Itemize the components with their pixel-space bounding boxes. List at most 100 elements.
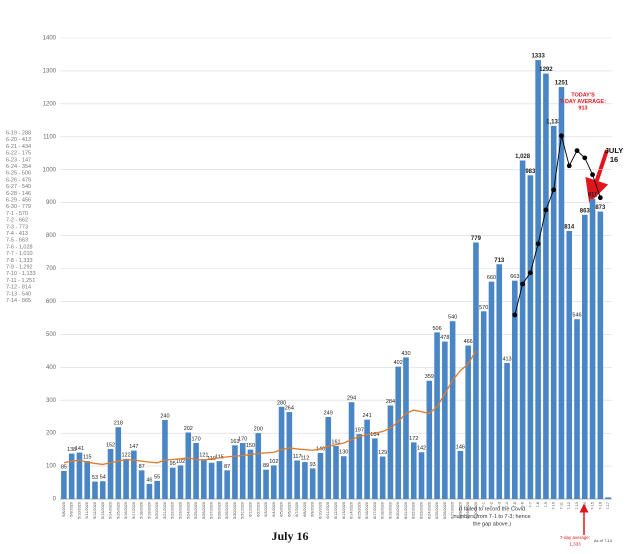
side-list-item: 7-6 - 1,028 [6,244,33,250]
x-tick-label: 5/18/2020 [140,502,144,519]
x-tick-label: 5/30/2020 [233,502,237,519]
data-label: 102 [176,459,185,465]
side-list-item: 7-4 - 413 [6,231,28,237]
side-list-item: 6-19 - 288 [6,130,31,136]
bar [597,211,604,499]
bar [488,281,495,499]
bar [535,60,541,500]
side-list-item: 7-9 - 1,292 [6,264,33,270]
bar [216,461,223,499]
x-tick-label: 6/23/2020 [420,502,424,519]
x-tick-label: 5/21/2020 [163,502,167,519]
data-label: 359 [425,374,434,380]
x-tick-label: 5/26/2020 [202,502,206,519]
bar [131,450,137,499]
asof-note: As of 7-14 [594,538,613,543]
data-label: 46 [146,477,152,483]
side-list-item: 6-21 - 434 [6,144,31,150]
data-label: 540 [448,315,457,321]
x-tick-label: 7-9 [544,502,548,508]
data-label: 430 [401,351,410,357]
x-tick-label: 7-5 [513,502,517,508]
seven-day-point [590,172,595,178]
bar [512,280,518,499]
data-label: 202 [184,426,193,432]
x-tick-label: 6/18/2020 [381,502,385,519]
x-tick-label: 5/22/2020 [171,502,175,519]
bar [255,433,262,499]
data-label: 184 [370,432,379,438]
data-label: 141 [75,446,84,452]
data-label: 241 [363,413,372,419]
x-tick-label: 5/12/2020 [93,502,97,519]
x-tick-label: 5/17/2020 [132,502,136,519]
data-label: 55 [154,474,160,480]
side-list-item: 6-23 - 147 [6,157,31,163]
x-tick-label: 6/17/2020 [373,502,377,519]
bar [193,443,199,499]
x-tick-label: 6/12/2020 [334,502,338,519]
bar [473,242,479,499]
data-label: 478 [440,335,449,341]
y-tick-label: 700 [46,266,57,272]
data-label: 413 [502,356,511,362]
bar [302,462,308,499]
bar [340,456,347,499]
bar [271,465,277,499]
bar [387,405,394,499]
side-list-item: 6-28 - 146 [6,191,31,197]
side-list-item: 7-12 - 814 [6,285,31,291]
side-list-item: 6-22 - 175 [6,151,31,157]
x-tick-label: 6/4/2020 [272,502,276,517]
data-label: 161 [331,439,340,445]
x-tick-label: 6/27/2020 [451,502,455,519]
y-tick-label: 900 [46,200,57,206]
gap-note: the gap above.) [473,521,511,527]
today-note: 913 [578,105,587,111]
y-tick-label: 800 [46,233,57,239]
bar [581,214,588,500]
bar [68,453,75,499]
today-note: 7-DAY AVERAGE: [560,99,606,105]
bar [504,363,510,499]
seven-day-point [520,281,525,287]
x-tick-label: 7-14 [583,502,587,510]
bar [123,458,129,499]
gap-note: numbers from 7-1 to 7-3; hence [453,514,530,520]
bar [107,448,114,499]
data-label: 280 [277,400,286,406]
x-tick-label: 6/21/2020 [404,502,408,519]
bar [480,311,487,499]
bar [364,419,370,499]
bar [356,434,363,499]
data-label: 147 [129,444,138,450]
x-tick-label: 5/15/2020 [116,502,120,519]
bar [309,468,316,499]
bar [294,460,300,499]
x-tick-label: 7-2 [489,502,493,508]
y-tick-label: 1100 [43,134,57,140]
x-tick-label: 5/19/2020 [147,502,151,519]
data-label: 95 [170,461,176,467]
x-tick-label: 6/8/2020 [303,502,307,517]
gap-note: (I failed to record the Covid [459,506,525,512]
data-label: 873 [595,205,606,211]
data-label: 93 [310,462,316,468]
today-note: TODAY'S [571,92,595,98]
x-tick-label: 6/22/2020 [412,502,416,519]
x-tick-label: 7-1 [482,502,486,508]
x-tick-label: 5/8/2020 [62,502,66,517]
bar [224,470,230,499]
data-label: 152 [106,442,115,448]
x-tick-label: 5/31/2020 [241,502,245,519]
data-label: 863 [580,208,591,214]
seven-day-point [566,163,572,169]
side-list-item: 6-29 - 456 [6,197,31,203]
date-note: JULY [605,146,623,155]
bar [232,445,238,499]
x-tick-label: 6/10/2020 [318,502,322,519]
red-arrow [585,149,609,204]
bar [543,73,549,499]
data-label: 53 [92,475,98,481]
